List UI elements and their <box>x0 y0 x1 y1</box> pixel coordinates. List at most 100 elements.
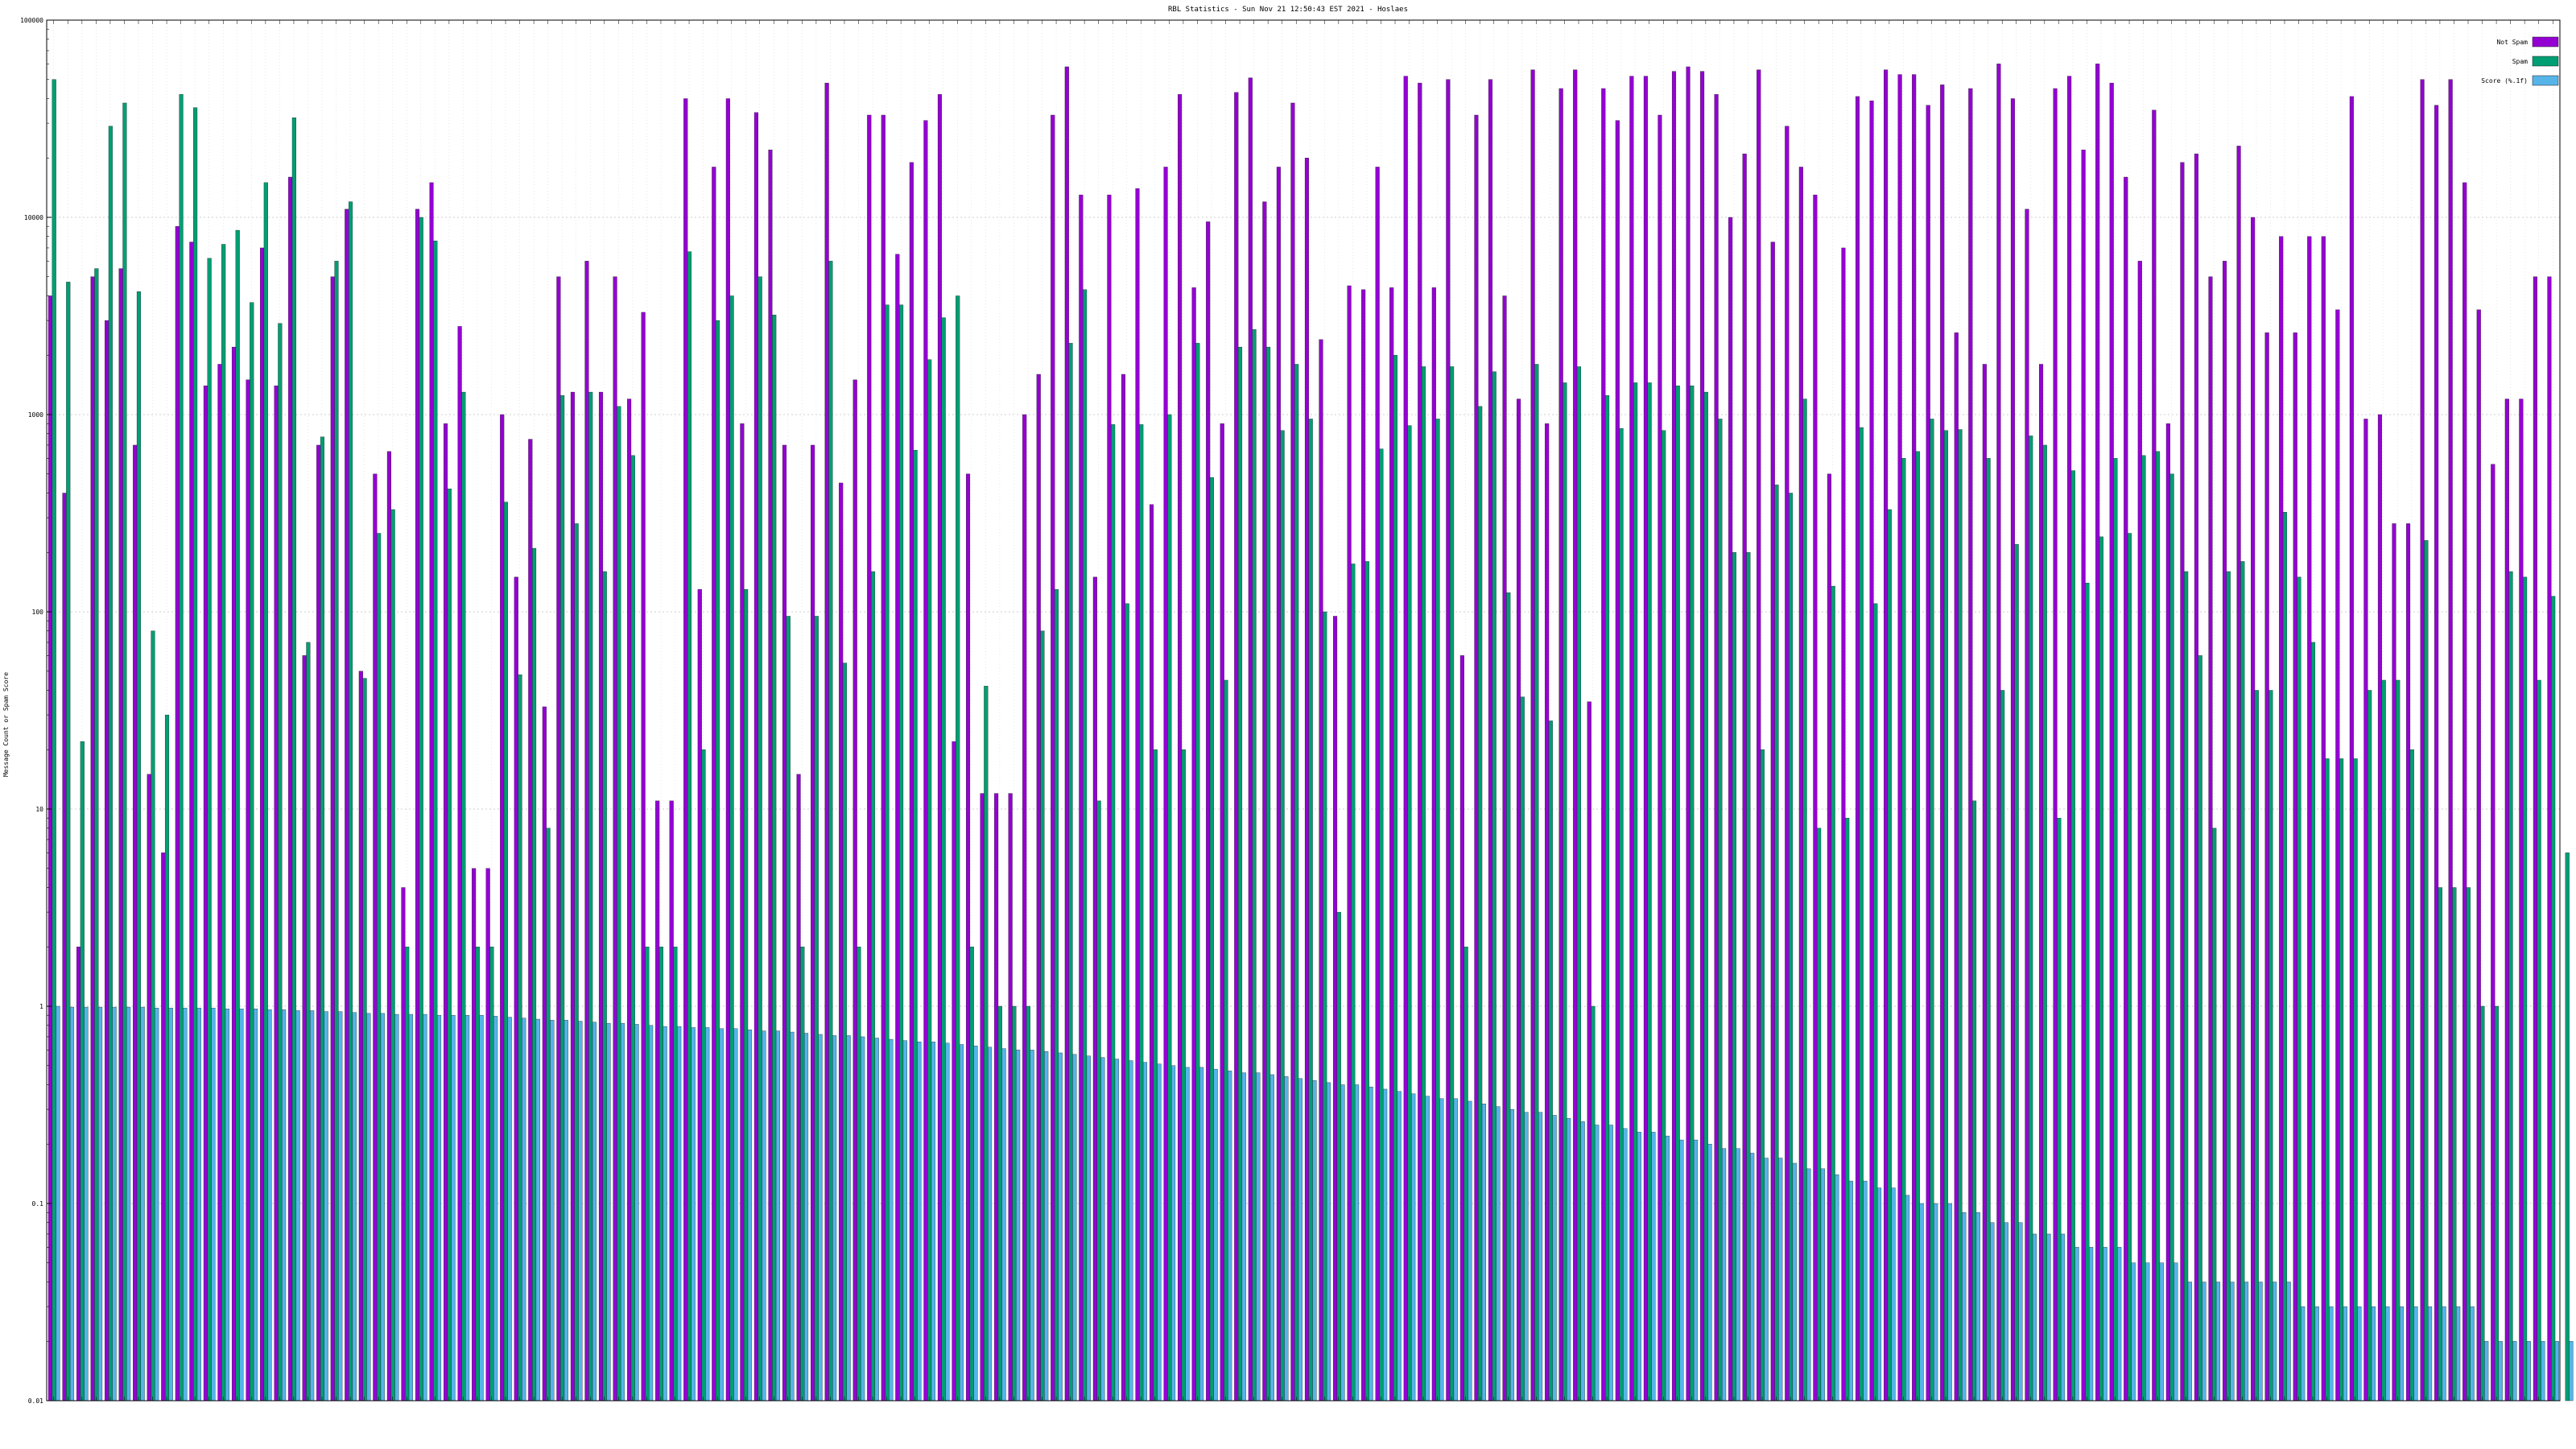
bar <box>2165 423 2170 1402</box>
bar <box>630 455 635 1402</box>
bar <box>80 741 85 1402</box>
bar <box>528 439 533 1402</box>
bar <box>2438 887 2442 1402</box>
bar <box>274 386 279 1402</box>
bar <box>1012 1005 1017 1402</box>
bar <box>518 674 522 1402</box>
bar <box>433 241 438 1402</box>
bar <box>1841 247 1846 1402</box>
bar <box>1736 1148 1740 1402</box>
bar <box>1524 1112 1529 1402</box>
y-tick-label: 10000 <box>24 214 43 221</box>
bar <box>1887 509 1892 1402</box>
bar <box>2452 887 2457 1402</box>
bar <box>2184 571 2189 1402</box>
bar <box>987 1046 993 1402</box>
bar <box>2533 276 2537 1402</box>
bar <box>1845 818 1850 1402</box>
bar <box>2504 398 2509 1402</box>
bar <box>1884 69 1889 1402</box>
bar <box>1876 1187 1882 1402</box>
bar <box>493 1016 498 1402</box>
bar <box>263 182 268 1402</box>
bar <box>1256 1072 1261 1402</box>
bar <box>2480 1005 2485 1402</box>
axes: 0.01 0.1 1 10 100 1000 10000 100000 <box>20 17 2561 1405</box>
bar <box>1534 364 1539 1402</box>
bar <box>1153 749 1158 1402</box>
bar <box>136 291 141 1402</box>
bar <box>1651 1132 1656 1402</box>
bar <box>952 741 956 1402</box>
bar <box>2198 655 2202 1402</box>
bar <box>1968 88 1973 1402</box>
bar <box>592 1022 597 1402</box>
bar <box>2099 536 2103 1402</box>
bar <box>941 317 946 1402</box>
bar <box>1040 630 1045 1402</box>
bar <box>691 1027 696 1402</box>
bar <box>839 482 844 1402</box>
bar <box>419 217 423 1402</box>
bar <box>542 706 547 1402</box>
bar <box>1397 1091 1402 1402</box>
bar <box>620 1022 625 1402</box>
bar <box>140 1006 145 1402</box>
bar <box>1538 1112 1543 1402</box>
bar <box>1835 1174 1839 1402</box>
bar <box>98 1006 103 1402</box>
bar <box>1629 76 1634 1402</box>
bar <box>1595 1125 1600 1402</box>
bar <box>546 828 551 1402</box>
bar <box>1280 430 1285 1402</box>
bar <box>1647 382 1652 1402</box>
bar <box>1026 1005 1030 1402</box>
bar <box>2434 105 2439 1402</box>
legend-swatch <box>2532 56 2559 67</box>
bar <box>1496 1106 1501 1402</box>
bar <box>1079 194 1084 1402</box>
bar <box>2371 1306 2376 1402</box>
bar <box>310 1010 315 1402</box>
bar <box>1355 1084 1360 1402</box>
bar <box>1912 74 1917 1402</box>
bar <box>1517 398 1521 1402</box>
bar <box>1304 158 1310 1402</box>
bar <box>126 1006 131 1402</box>
bar <box>1478 406 1483 1402</box>
bar <box>2484 1341 2489 1402</box>
bar <box>1905 1195 1910 1402</box>
bar <box>1030 1050 1034 1402</box>
bar <box>2014 543 2019 1402</box>
bar <box>1361 289 1366 1402</box>
bar <box>1947 1203 1952 1402</box>
bar <box>472 868 477 1402</box>
bar <box>2420 79 2425 1402</box>
bar <box>2279 236 2284 1402</box>
bar <box>231 346 237 1402</box>
bar <box>1171 1065 1176 1402</box>
bar <box>701 749 706 1402</box>
bar <box>475 947 480 1402</box>
bar <box>2004 1222 2008 1402</box>
bar <box>444 423 448 1402</box>
bar <box>1389 287 1394 1402</box>
bar <box>1827 473 1831 1402</box>
bar <box>687 251 692 1402</box>
bar <box>52 79 56 1402</box>
bar <box>2491 464 2496 1402</box>
bar <box>902 1040 907 1402</box>
bar <box>1601 88 1606 1402</box>
bar <box>1453 1098 1458 1402</box>
bar <box>532 547 537 1402</box>
bar <box>1693 1139 1699 1402</box>
bar <box>345 208 349 1402</box>
bar <box>2405 523 2411 1402</box>
bar <box>1248 77 1253 1402</box>
bar <box>658 947 663 1402</box>
bar <box>2222 261 2227 1402</box>
bar <box>161 852 166 1402</box>
bar <box>1178 94 1183 1402</box>
bar <box>885 304 890 1402</box>
bar <box>2159 1262 2164 1402</box>
